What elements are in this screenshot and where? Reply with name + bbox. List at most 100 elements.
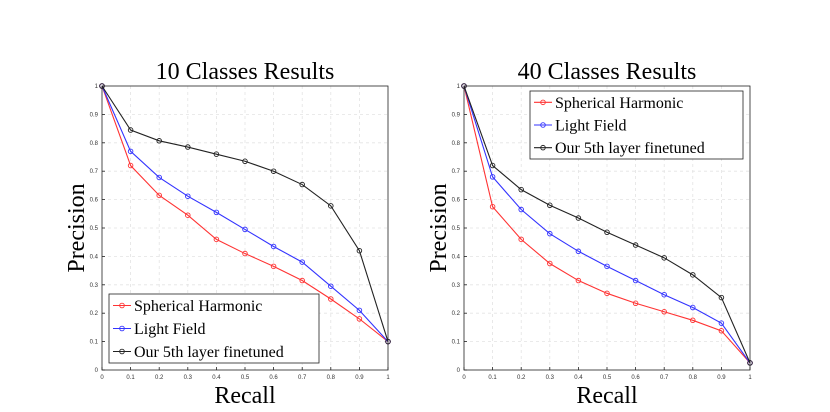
data-point (270, 168, 277, 174)
y-tick-label: 0.9 (90, 112, 99, 118)
x-tick-label: 0.8 (327, 375, 336, 381)
x-axis-label: Recall (576, 383, 638, 409)
y-tick-label: 0.7 (452, 169, 461, 175)
y-axis-label: Precision (426, 183, 452, 272)
y-tick-label: 1 (95, 84, 99, 90)
data-point (575, 277, 582, 284)
legend-box (108, 293, 320, 364)
x-tick-label: 0.5 (241, 375, 250, 381)
legend-marker (119, 348, 125, 355)
data-point (356, 247, 363, 254)
chart-title: 10 Classes Results (156, 59, 335, 85)
data-point (661, 255, 667, 261)
data-point (718, 320, 725, 326)
legend-marker (119, 325, 125, 332)
data-point (185, 193, 191, 199)
y-tick-label: 0.5 (90, 226, 99, 232)
x-tick-label: 0.4 (574, 375, 583, 381)
y-tick-label: 0.2 (90, 311, 99, 317)
legend-label: Our 5th layer finetuned (555, 140, 705, 157)
x-tick-label: 0.2 (517, 375, 526, 381)
x-tick-label: 0.2 (155, 375, 164, 381)
y-tick-label: 0.2 (452, 311, 461, 317)
x-tick-label: 0.1 (488, 375, 497, 381)
data-point (690, 304, 696, 311)
data-point (156, 138, 162, 144)
data-point (299, 259, 305, 265)
y-tick-label: 0.8 (452, 141, 461, 147)
legend-marker (540, 99, 546, 106)
data-point (518, 236, 524, 243)
y-tick-label: 1 (457, 84, 461, 90)
series-line (463, 85, 751, 364)
data-point (127, 148, 134, 155)
x-tick-label: 0.6 (269, 375, 278, 381)
x-tick-label: 0.7 (660, 375, 669, 381)
data-point (489, 174, 496, 180)
data-point (489, 162, 496, 169)
data-point (604, 290, 610, 297)
x-tick-label: 0.9 (717, 375, 726, 381)
data-point (632, 300, 639, 307)
data-point (690, 317, 696, 324)
data-point (156, 174, 162, 181)
legend-marker (540, 122, 546, 128)
data-point (632, 242, 639, 248)
legend-label: Light Field (555, 118, 627, 135)
chart-10-classes: 10 Classes Results Recall Precision 0 0.1… (64, 59, 391, 409)
series-line (463, 85, 751, 364)
x-tick-label: 1 (748, 375, 752, 381)
data-point (604, 263, 610, 270)
y-tick-label: 0.6 (90, 198, 99, 204)
series-line (101, 85, 389, 342)
data-point (661, 291, 667, 298)
data-point (213, 151, 220, 157)
legend-label: Spherical Harmonic (134, 298, 262, 315)
legend-label: Spherical Harmonic (555, 95, 683, 112)
data-point (328, 203, 334, 209)
y-tick-label: 0 (95, 368, 99, 374)
data-point (242, 158, 248, 165)
chart-title: 40 Classes Results (518, 59, 697, 85)
series-line (101, 85, 389, 342)
x-tick-label: 0.4 (212, 375, 221, 381)
y-tick-label: 0.7 (90, 169, 99, 175)
x-tick-label: 1 (386, 375, 390, 381)
series-our-5th-layer-finetuned (461, 83, 753, 366)
data-point (575, 215, 582, 221)
data-point (185, 144, 191, 150)
legend-item: Spherical Harmonic (534, 95, 683, 112)
legend-label: Light Field (134, 321, 206, 338)
legend-item: Spherical Harmonic (113, 298, 262, 315)
data-point (156, 192, 162, 199)
legend-box (529, 90, 744, 160)
data-point (356, 316, 363, 322)
y-tick-label: 0.9 (452, 112, 461, 118)
data-point (213, 209, 220, 216)
y-tick-label: 0.1 (452, 340, 461, 346)
y-tick-label: 0.4 (452, 254, 461, 260)
data-point (547, 230, 553, 237)
legend-label: Our 5th layer finetuned (134, 344, 284, 361)
legend: Spherical Harmonic Light Field Our 5th lay… (529, 90, 744, 160)
y-tick-label: 0.3 (90, 283, 99, 289)
data-point (547, 202, 553, 209)
legend: Spherical Harmonic Light Field Our 5th lay… (108, 293, 320, 364)
x-tick-label: 0 (462, 375, 466, 381)
y-tick-label: 0.8 (90, 141, 99, 147)
y-tick-label: 0.4 (90, 254, 99, 260)
data-point (518, 186, 524, 193)
data-point (575, 248, 582, 255)
data-point (718, 328, 725, 334)
x-tick-label: 0 (100, 375, 104, 381)
y-tick-label: 0.3 (452, 283, 461, 289)
data-point (356, 307, 363, 314)
data-point (213, 236, 220, 243)
chart-40-classes: 40 Classes Results Recall Precision 0 0.1… (426, 59, 753, 409)
data-point (518, 206, 524, 213)
x-tick-label: 0.3 (546, 375, 555, 381)
legend-marker (119, 302, 125, 309)
legend-item: Light Field (534, 118, 627, 135)
data-point (242, 250, 248, 257)
plot-frame (463, 85, 751, 371)
